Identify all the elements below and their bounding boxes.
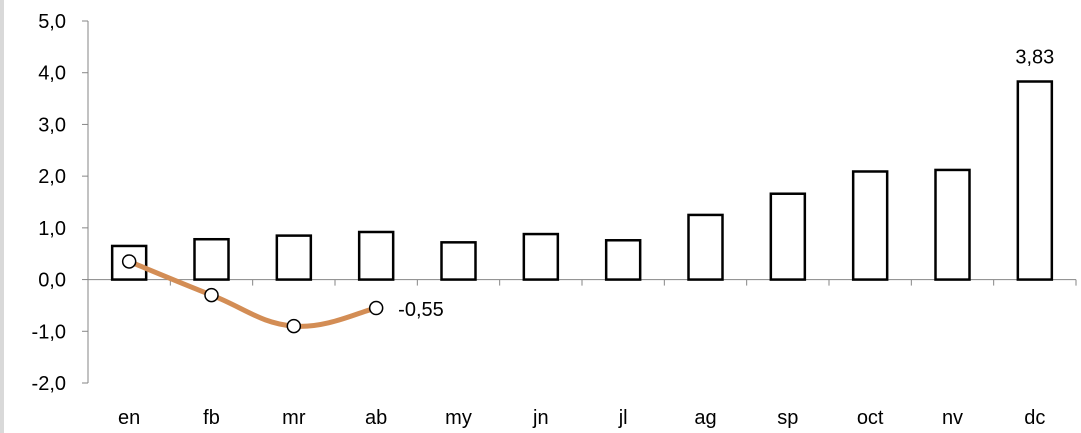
y-tick-label: -2,0	[32, 373, 66, 395]
x-tick-label: en	[118, 407, 140, 429]
x-tick-label: jl	[618, 407, 628, 429]
y-tick-label: 1,0	[38, 218, 66, 240]
bar-mr	[275, 234, 313, 281]
bar-en	[110, 244, 148, 281]
line-point-fb	[204, 287, 219, 303]
bar-jl	[604, 239, 642, 281]
y-tick-label: 3,0	[38, 114, 66, 136]
x-tick-label: nv	[942, 407, 963, 429]
bar-my	[440, 241, 477, 281]
bar-nv	[934, 168, 971, 281]
x-tick-label: ag	[694, 407, 716, 429]
bar-dc	[1016, 80, 1054, 281]
y-tick-label: 4,0	[38, 63, 66, 85]
data-label: -0,55	[398, 299, 444, 321]
y-tick-label: 2,0	[38, 166, 66, 188]
line-series	[126, 258, 379, 329]
x-tick-label: dc	[1024, 407, 1045, 429]
x-tick-label: sp	[777, 407, 798, 429]
x-tick-label: my	[445, 407, 472, 429]
bar-sp	[769, 192, 807, 281]
bar-oct	[851, 170, 889, 281]
y-tick-label: 5,0	[38, 11, 66, 33]
bar-fb	[193, 237, 230, 281]
y-tick-label: 0,0	[38, 270, 66, 292]
line-point-mr	[286, 318, 302, 334]
x-tick-label: oct	[857, 407, 884, 429]
data-label: 3,83	[1015, 47, 1054, 69]
bar-ab	[357, 230, 395, 281]
line-point-ab	[368, 300, 384, 316]
left-border-rule	[0, 0, 4, 433]
x-tick-label: jn	[532, 407, 549, 429]
x-tick-label: fb	[203, 407, 220, 429]
line-point-en	[121, 254, 137, 269]
x-tick-label: ab	[365, 407, 387, 429]
y-tick-label: -1,0	[32, 321, 66, 343]
x-tick-label: mr	[282, 407, 306, 429]
bar-ag	[687, 213, 724, 281]
bar-jn	[522, 232, 560, 281]
